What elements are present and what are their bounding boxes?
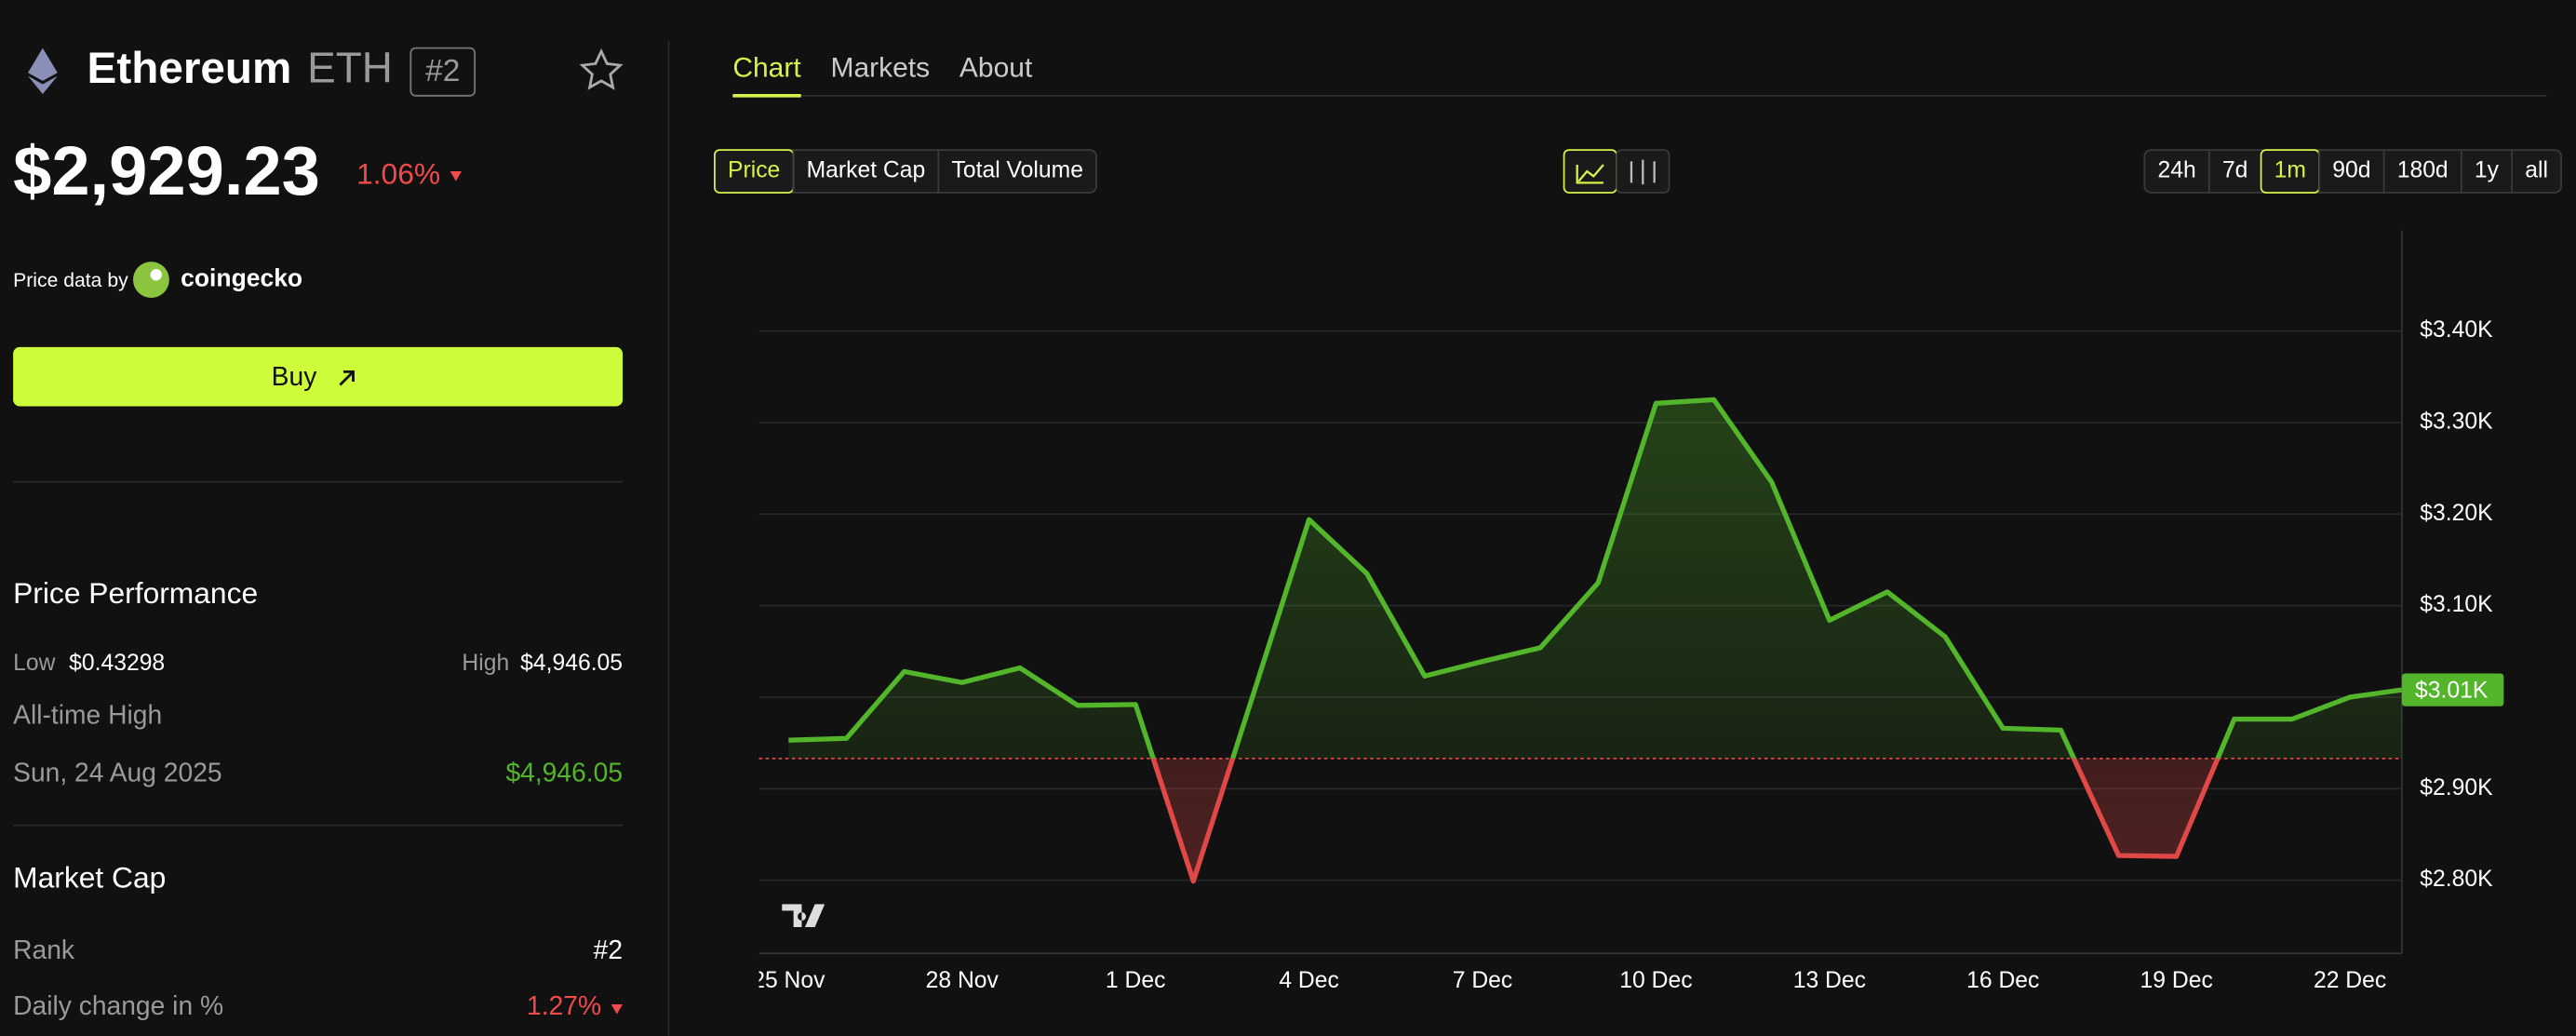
candle-icon [1630,159,1656,185]
daily-value: 1.27% [527,990,601,1020]
x-tick-label: 10 Dec [1619,968,1692,993]
high-value: $4,946.05 [520,651,623,676]
y-tick-label: $2.90K [2420,775,2493,801]
low-label: Low [13,651,55,676]
x-tick-label: 13 Dec [1793,968,1866,993]
tab[interactable]: About [959,52,1033,83]
buy-button[interactable] [13,346,624,407]
y-tick-label: $3.40K [2420,317,2493,343]
area-above [788,399,2402,759]
tab[interactable]: Markets [830,52,930,83]
rank-label: Rank [13,935,75,964]
section-title: Market Cap [13,860,166,894]
ath-label: All-time High [13,700,162,730]
x-tick-label: 22 Dec [2314,968,2386,993]
range-button-label[interactable]: 1y [2475,158,2500,183]
eth-icon [28,47,58,95]
rank-value: #2 [594,935,623,964]
price: $2,929.23 [13,132,320,209]
range-button-label[interactable]: 1m [2274,158,2306,183]
external-icon [339,370,355,386]
tradingview-logo [782,904,825,928]
range-button-label[interactable]: all [2525,158,2548,183]
x-tick-label: 4 Dec [1279,968,1339,993]
metric-button-label[interactable]: Market Cap [807,158,926,183]
price-line-below [1150,758,2220,884]
metric-button-label[interactable]: Total Volume [952,158,1083,183]
tab[interactable]: Chart [732,52,801,83]
x-tick-label: 28 Nov [926,968,1000,993]
x-tick-label: 16 Dec [1966,968,2039,993]
y-tick-label: $3.20K [2420,501,2493,526]
area-below [788,758,2402,881]
coin-name: Ethereum [87,44,292,93]
y-tick-label: $2.80K [2420,867,2493,892]
line-icon [1576,164,1604,184]
source-label: Price data by [13,270,128,291]
line-mode-button[interactable] [1563,149,1617,194]
price-line [788,397,2402,759]
last-price-tag [2401,673,2504,706]
buy-label[interactable]: Buy [272,361,318,391]
range-button-group [2143,149,2562,194]
x-tick-label: 7 Dec [1453,968,1513,993]
x-tick-label: 1 Dec [1106,968,1166,993]
x-tick-label: 19 Dec [2140,968,2213,993]
coingecko-logo [132,262,169,298]
rank-badge [409,47,476,97]
source-name: coingecko [181,264,302,292]
ath-date: Sun, 24 Aug 2025 [13,757,222,787]
rank-badge-text: #2 [425,54,460,88]
coin-symbol: ETH [307,43,393,91]
low-value: $0.43298 [69,651,165,676]
high-label: High [462,651,509,676]
price-change: 1.06% [356,157,440,191]
y-tick-label: $3.30K [2420,410,2493,435]
logo-eye [150,269,162,281]
section-title: Price Performance [13,576,258,610]
range-button-label[interactable]: 90d [2332,158,2370,183]
last-price-label: $3.01K [2415,678,2489,703]
ath-value: $4,946.05 [505,757,623,787]
metric-button-label[interactable]: Price [728,158,780,183]
range-button-label[interactable]: 24h [2157,158,2195,183]
favorite-star[interactable] [579,47,624,90]
range-button-label[interactable]: 7d [2222,158,2247,183]
down-arrow [610,1004,624,1015]
y-tick-label: $3.10K [2420,592,2493,617]
x-tick-label: 25 Nov [752,968,825,993]
range-button-label[interactable]: 180d [2397,158,2449,183]
daily-label: Daily change in % [13,990,223,1020]
down-arrow [449,171,463,182]
